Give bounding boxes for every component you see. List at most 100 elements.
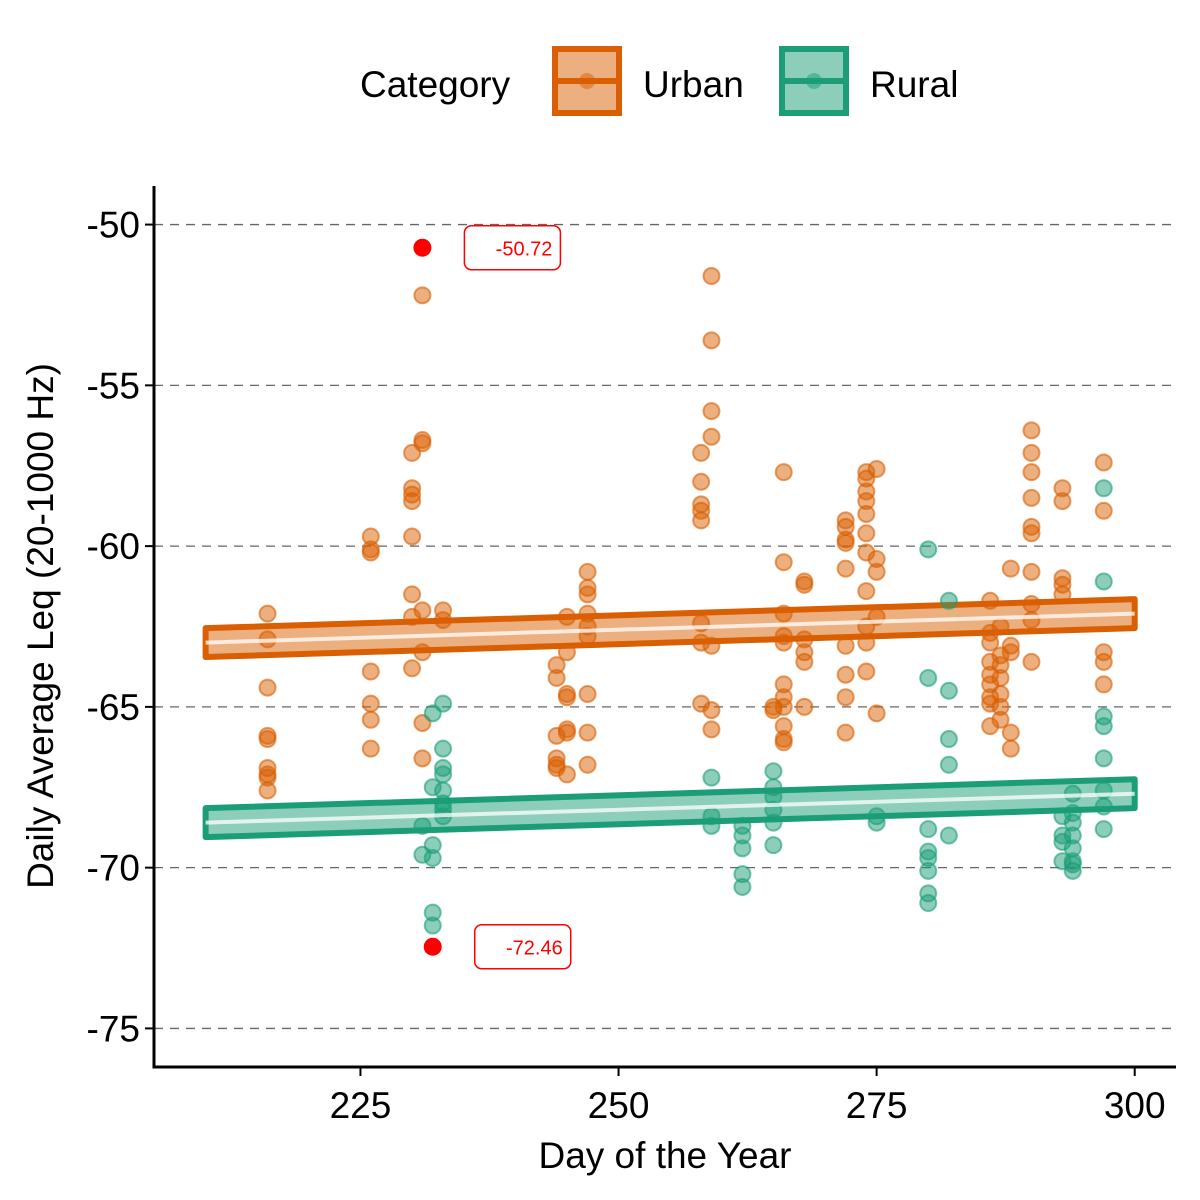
data-point-urban — [1001, 723, 1020, 742]
data-point-rural — [413, 816, 432, 835]
highlight-label-box — [463, 224, 562, 271]
data-point-rural — [434, 765, 453, 784]
data-point-urban — [774, 633, 793, 652]
data-point-urban — [774, 463, 793, 482]
data-point-rural — [423, 849, 442, 868]
data-point-rural — [919, 668, 938, 687]
trend-line-rural — [205, 791, 1135, 825]
data-point-urban — [258, 730, 277, 749]
data-point-urban — [1022, 463, 1041, 482]
x-tick-label: 250 — [588, 1085, 650, 1126]
legend-title: Category — [360, 64, 511, 105]
data-point-urban — [836, 559, 855, 578]
data-point-urban — [1001, 643, 1020, 662]
data-point-urban — [857, 662, 876, 681]
data-point-urban — [1022, 524, 1041, 543]
data-point-urban — [702, 267, 721, 286]
data-point-urban — [258, 604, 277, 623]
data-point-rural — [764, 836, 783, 855]
data-point-rural — [939, 730, 958, 749]
data-point-urban — [1094, 453, 1113, 472]
data-point-urban — [1022, 488, 1041, 507]
legend-label-rural: Rural — [870, 64, 958, 105]
data-point-urban — [1053, 585, 1072, 604]
data-point-urban — [1022, 611, 1041, 630]
data-point-urban — [578, 755, 597, 774]
data-point-urban — [774, 697, 793, 716]
data-point-urban — [361, 694, 380, 713]
data-point-rural — [1094, 717, 1113, 736]
data-point-urban — [836, 723, 855, 742]
data-point-urban — [774, 553, 793, 572]
data-point-rural — [939, 755, 958, 774]
y-tick-label: -65 — [87, 687, 140, 728]
data-point-urban — [692, 511, 711, 530]
data-point-urban — [702, 331, 721, 350]
highlight-points: -50.72 -72.46 — [413, 224, 572, 970]
data-point-urban — [361, 662, 380, 681]
data-point-rural — [1094, 572, 1113, 591]
data-point-urban — [413, 643, 432, 662]
x-axis-title: Day of the Year — [538, 1135, 791, 1176]
data-point-urban — [774, 604, 793, 623]
data-point-urban — [1022, 421, 1041, 440]
highlight-label: -50.72 — [496, 239, 553, 261]
data-point-urban — [557, 688, 576, 707]
trend-lines — [205, 611, 1135, 825]
data-point-rural — [1094, 749, 1113, 768]
scatter-points — [258, 267, 1113, 935]
data-point-urban — [991, 617, 1010, 636]
data-point-rural — [1094, 479, 1113, 498]
data-point-urban — [1094, 501, 1113, 520]
data-point-urban — [578, 585, 597, 604]
data-point-rural — [434, 694, 453, 713]
data-point-rural — [919, 894, 938, 913]
data-point-rural — [1094, 797, 1113, 816]
legend-key-urban — [552, 46, 622, 116]
data-point-urban — [413, 749, 432, 768]
data-point-urban — [702, 701, 721, 720]
data-point-rural — [867, 813, 886, 832]
data-point-urban — [1022, 594, 1041, 613]
x-tick-label: 275 — [846, 1085, 908, 1126]
x-tick-label: 225 — [330, 1085, 392, 1126]
data-point-urban — [578, 562, 597, 581]
data-point-urban — [434, 611, 453, 630]
data-point-rural — [702, 768, 721, 787]
x-tick-label: 300 — [1104, 1085, 1166, 1126]
highlight-point — [413, 238, 432, 257]
data-point-urban — [836, 533, 855, 552]
data-point-rural — [939, 681, 958, 700]
highlight-label-box — [473, 923, 572, 970]
data-point-urban — [1022, 562, 1041, 581]
data-point-urban — [857, 633, 876, 652]
data-point-urban — [981, 633, 1000, 652]
data-point-urban — [991, 668, 1010, 687]
data-point-urban — [258, 781, 277, 800]
data-point-urban — [867, 562, 886, 581]
highlight-label: -72.46 — [506, 938, 563, 960]
data-point-urban — [692, 443, 711, 462]
data-point-urban — [1001, 739, 1020, 758]
data-point-urban — [547, 668, 566, 687]
y-axis-ticks: -50 -55 -60 -65 -70 -75 — [87, 205, 154, 1049]
data-point-rural — [919, 861, 938, 880]
y-tick-label: -50 — [87, 205, 140, 246]
data-point-urban — [403, 492, 422, 511]
data-point-urban — [991, 710, 1010, 729]
y-axis-title: Daily Average Leq (20-1000 Hz) — [20, 363, 61, 889]
data-point-urban — [702, 427, 721, 446]
trend-line-urban — [205, 611, 1135, 645]
data-point-urban — [258, 678, 277, 697]
data-point-urban — [413, 601, 432, 620]
data-point-urban — [702, 720, 721, 739]
data-point-urban — [1022, 652, 1041, 671]
legend-key-rural — [779, 46, 849, 116]
data-point-urban — [795, 697, 814, 716]
data-point-urban — [1094, 675, 1113, 694]
data-point-urban — [836, 665, 855, 684]
data-point-urban — [774, 733, 793, 752]
x-axis-ticks: 225 250 275 300 — [330, 1067, 1166, 1126]
data-point-urban — [361, 710, 380, 729]
